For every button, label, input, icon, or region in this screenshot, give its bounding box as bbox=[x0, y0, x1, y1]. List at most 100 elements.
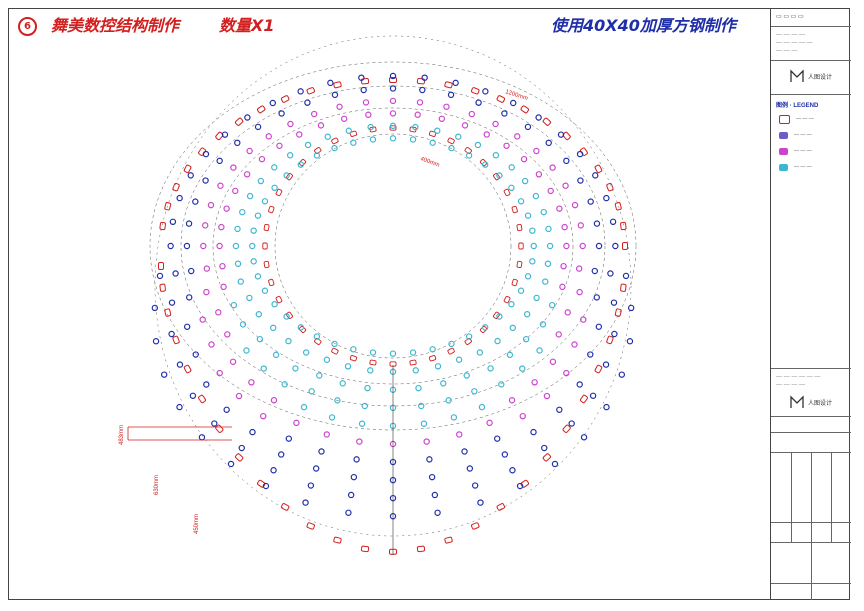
spoke-mark bbox=[434, 363, 442, 370]
spoke-mark bbox=[482, 88, 489, 95]
spoke-mark bbox=[509, 324, 516, 332]
spoke-mark bbox=[216, 369, 223, 377]
spoke-mark bbox=[339, 380, 346, 387]
spoke-mark bbox=[336, 103, 343, 110]
ring-mark-red bbox=[579, 394, 588, 404]
spoke-mark bbox=[571, 341, 578, 348]
spoke-mark bbox=[559, 283, 566, 291]
spoke-mark bbox=[188, 267, 195, 275]
ring-mark-red bbox=[542, 117, 552, 126]
legend-row-navy: — — — bbox=[779, 130, 812, 140]
spoke-mark bbox=[331, 144, 338, 152]
spoke-mark bbox=[308, 388, 315, 395]
spoke-mark bbox=[340, 115, 348, 122]
tb-small-text: ▭ ▭ ▭ ▭ bbox=[776, 14, 804, 20]
spoke-mark bbox=[265, 133, 272, 140]
spoke-mark bbox=[508, 300, 515, 308]
ring-mark-red bbox=[256, 105, 266, 114]
spoke-mark bbox=[418, 402, 425, 410]
spoke-mark bbox=[189, 392, 197, 399]
spoke-mark bbox=[347, 491, 355, 499]
tb-divider bbox=[771, 522, 851, 523]
ring-mark-red bbox=[471, 522, 480, 530]
spoke-mark bbox=[215, 309, 222, 316]
spoke-mark bbox=[345, 509, 352, 516]
spoke-mark bbox=[483, 131, 490, 138]
ring-mark-red bbox=[198, 147, 207, 156]
spoke-mark bbox=[257, 177, 265, 185]
tb-small-text: — — — — bbox=[776, 382, 806, 388]
spoke-mark bbox=[367, 367, 374, 374]
tb-grid-line bbox=[811, 452, 812, 542]
tb-divider bbox=[771, 432, 851, 433]
spoke-mark bbox=[256, 335, 264, 343]
ring-mark-red bbox=[198, 394, 207, 404]
spoke-mark bbox=[234, 260, 242, 267]
inner-mark-red bbox=[493, 172, 501, 181]
ring-mark-red bbox=[333, 81, 342, 89]
spoke-mark bbox=[529, 227, 536, 234]
spoke-mark bbox=[562, 182, 569, 189]
spoke-mark bbox=[563, 242, 570, 250]
spoke-mark bbox=[283, 313, 290, 320]
spoke-mark bbox=[276, 142, 283, 149]
inner-mark-red bbox=[331, 347, 339, 355]
spoke-mark bbox=[595, 323, 603, 330]
spoke-mark bbox=[416, 99, 424, 106]
spoke-mark bbox=[551, 460, 559, 468]
spoke-mark bbox=[369, 136, 377, 143]
spoke-mark bbox=[285, 435, 293, 442]
tb-divider bbox=[771, 368, 851, 369]
spoke-mark bbox=[297, 88, 304, 95]
spoke-mark bbox=[542, 278, 549, 285]
inner-mark-red bbox=[369, 359, 377, 366]
spoke-mark bbox=[187, 172, 194, 179]
spoke-mark bbox=[369, 349, 377, 356]
spoke-mark bbox=[509, 467, 516, 474]
spoke-mark bbox=[455, 356, 463, 363]
spoke-mark bbox=[501, 110, 508, 117]
spoke-mark bbox=[463, 372, 470, 379]
spoke-mark bbox=[249, 428, 256, 436]
spoke-mark bbox=[316, 372, 323, 379]
tb-small-text: — — — — — bbox=[776, 40, 813, 46]
dimension-label-400: 400mm bbox=[419, 156, 440, 168]
spoke-mark bbox=[389, 135, 397, 142]
spoke-mark bbox=[271, 164, 278, 171]
inner-mark-red bbox=[503, 188, 511, 197]
inner-mark-red bbox=[464, 147, 472, 155]
spoke-mark bbox=[234, 225, 241, 233]
tb-grid-line bbox=[831, 452, 832, 542]
ring-mark-red bbox=[234, 117, 244, 126]
spoke-mark bbox=[312, 465, 320, 472]
spoke-mark bbox=[461, 122, 469, 129]
ring-mark-red bbox=[471, 87, 480, 95]
inner-mark-red bbox=[314, 337, 322, 345]
spoke-mark bbox=[498, 381, 505, 388]
inner-mark-red bbox=[447, 347, 455, 355]
spoke-mark bbox=[465, 333, 473, 340]
spoke-mark bbox=[203, 288, 210, 296]
spoke-mark bbox=[278, 110, 285, 117]
ring-mark-red bbox=[164, 308, 172, 317]
spoke-mark bbox=[293, 419, 300, 427]
tb-divider bbox=[771, 94, 851, 95]
spoke-mark bbox=[224, 331, 231, 338]
ring-mark-red bbox=[306, 87, 315, 95]
spoke-mark bbox=[561, 223, 568, 231]
spoke-mark bbox=[576, 288, 583, 296]
spoke-mark bbox=[223, 205, 230, 212]
spoke-mark bbox=[203, 265, 211, 272]
spoke-mark bbox=[532, 192, 540, 200]
inner-mark-red bbox=[464, 337, 472, 345]
spoke-mark bbox=[283, 172, 290, 179]
spoke-mark bbox=[519, 365, 526, 372]
spoke-mark bbox=[286, 152, 294, 159]
spoke-mark bbox=[169, 218, 177, 226]
spoke-mark bbox=[270, 397, 278, 404]
ring-mark-red bbox=[594, 364, 603, 374]
spoke-mark bbox=[429, 139, 436, 146]
spoke-mark bbox=[580, 434, 588, 441]
